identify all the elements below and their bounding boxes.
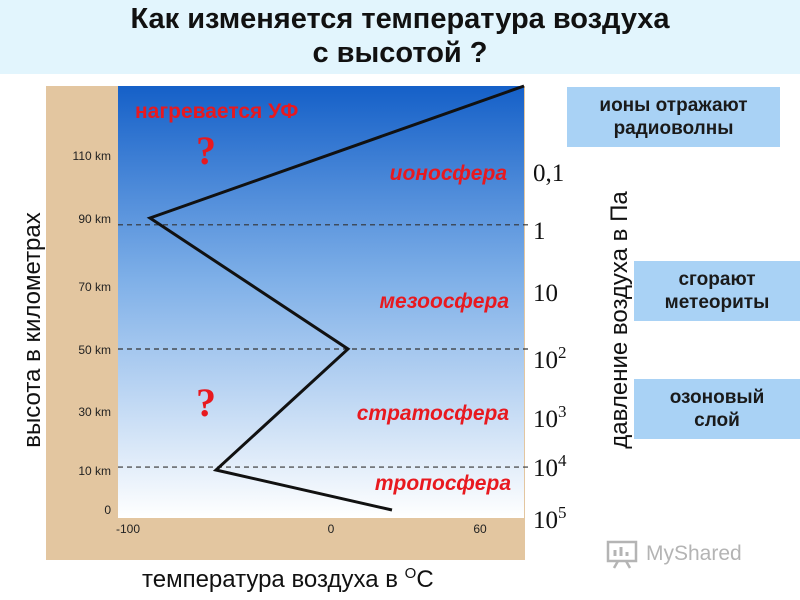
temperature-unit: С xyxy=(416,566,434,593)
pressure-base: 10 xyxy=(533,347,558,374)
altitude-tick-label: 50 km xyxy=(78,343,111,357)
temperature-tick-label: -100 xyxy=(116,522,140,536)
pressure-label: 1 xyxy=(533,218,546,246)
layer-label-ionosphere: ионосфера xyxy=(390,162,508,185)
altitude-tick-label: 90 km xyxy=(78,212,111,226)
pressure-base: 10 xyxy=(533,455,558,482)
question-mark-lower: ? xyxy=(196,380,216,425)
temperature-tick-label: 60 xyxy=(473,522,487,536)
temperature-tick-label: 0 xyxy=(328,522,335,536)
pressure-exponent: 2 xyxy=(558,343,567,362)
box-text-line: радиоволны xyxy=(613,118,734,139)
watermark: MyShared xyxy=(606,538,742,570)
pressure-label: 102 xyxy=(533,343,567,375)
temperature-unit-superscript: О xyxy=(404,565,417,582)
pressure-base: 10 xyxy=(533,406,558,433)
pressure-exponent: 3 xyxy=(558,402,567,421)
box-text-line: озоновый xyxy=(669,387,765,408)
temperature-axis-label-text: температура воздуха в xyxy=(142,566,398,593)
pressure-base: 0,1 xyxy=(533,160,565,187)
presentation-icon xyxy=(606,540,638,569)
altitude-tick-label: 10 km xyxy=(78,464,111,478)
meteors-burn-box: сгорают метеориты xyxy=(634,261,800,321)
ozone-layer-box: озоновый слой xyxy=(634,379,800,439)
watermark-text: MyShared xyxy=(646,542,742,565)
pressure-exponent: 5 xyxy=(558,503,567,522)
pressure-label: 0,1 xyxy=(533,160,564,188)
temperature-profile-line xyxy=(146,84,525,512)
pressure-base: 10 xyxy=(533,507,558,534)
uv-heating-label: нагревается УФ xyxy=(135,100,298,123)
page-title-line-2: с высотой ? xyxy=(312,37,488,69)
box-text-line: ионы отражают xyxy=(599,95,748,116)
layer-label-mesosphere: мезоосфера xyxy=(380,290,510,313)
altitude-tick-label: 110 km xyxy=(73,149,111,163)
box-text-line: слой xyxy=(694,410,740,431)
pressure-label: 105 xyxy=(533,503,567,535)
pressure-label: 104 xyxy=(533,451,567,483)
pressure-base: 1 xyxy=(533,218,546,245)
ions-reflect-radio-box: ионы отражают радиоволны xyxy=(567,87,780,147)
question-mark-upper: ? xyxy=(196,128,216,173)
layer-label-stratosphere: стратосфера xyxy=(357,402,510,425)
altitude-tick-label: 70 km xyxy=(78,280,111,294)
temperature-axis-label: температура воздуха в ОС xyxy=(142,565,434,594)
box-text-line: сгорают xyxy=(678,269,756,290)
pressure-base: 10 xyxy=(533,280,558,307)
box-text-line: метеориты xyxy=(664,292,770,313)
altitude-tick-label: 0 xyxy=(104,503,111,517)
altitude-tick-label: 30 km xyxy=(78,405,111,419)
pressure-label: 103 xyxy=(533,402,567,434)
altitude-axis-label: высота в километрах xyxy=(19,212,46,448)
pressure-label: 10 xyxy=(533,280,558,308)
pressure-exponent: 4 xyxy=(558,451,567,470)
page-title-line-1: Как изменяется температура воздуха xyxy=(130,3,670,35)
title-bar: Как изменяется температура воздуха с выс… xyxy=(0,0,800,74)
pressure-axis-label: давление воздуха в Па xyxy=(606,191,633,449)
layer-label-troposphere: тропосфера xyxy=(375,472,511,495)
